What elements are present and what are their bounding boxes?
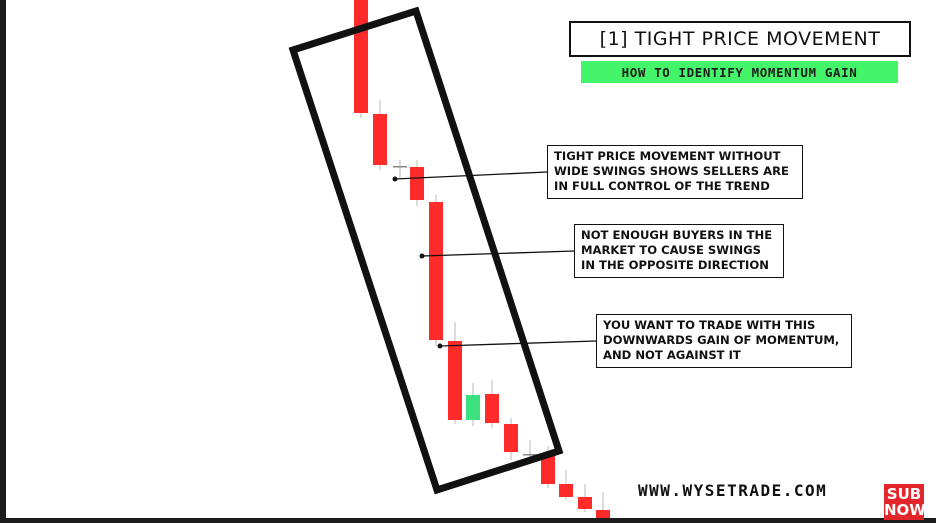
subscribe-badge-line2: NOW — [884, 501, 926, 519]
candle-bearish — [393, 166, 407, 168]
candle-bearish — [541, 455, 555, 484]
pointer-dot-1 — [392, 176, 398, 182]
pointer-dot-3 — [437, 343, 443, 349]
candle-bullish — [466, 395, 480, 420]
subscribe-badge-line1: SUB — [886, 485, 922, 503]
website-watermark: WWW.WYSETRADE.COM — [638, 481, 828, 500]
candle-bearish — [485, 394, 499, 423]
pointer-dots — [392, 176, 443, 349]
slide-title: [1] TIGHT PRICE MOVEMENT — [569, 21, 911, 57]
candle-bearish — [410, 167, 424, 200]
candle-bearish — [504, 424, 518, 452]
candle-bearish — [596, 510, 610, 518]
slide-subtitle: HOW TO IDENTIFY MOMENTUM GAIN — [581, 61, 898, 83]
candlestick-chart — [288, 0, 610, 518]
annotation-note-2: NOT ENOUGH BUYERS IN THE MARKET TO CAUSE… — [574, 224, 784, 278]
highlight-rectangle — [288, 6, 564, 495]
candle-bearish — [373, 114, 387, 165]
pointer-line-1 — [394, 171, 548, 180]
candle-bearish — [523, 454, 537, 456]
candles-group — [354, 0, 610, 518]
candle-bearish — [429, 202, 443, 340]
candle-bearish — [578, 497, 592, 509]
annotation-note-3: YOU WANT TO TRADE WITH THIS DOWNWARDS GA… — [596, 314, 852, 368]
candle-bearish — [354, 0, 368, 113]
candle-bearish — [559, 484, 573, 497]
video-frame: [1] TIGHT PRICE MOVEMENT HOW TO IDENTIFY… — [6, 0, 936, 518]
candle-bearish — [448, 341, 462, 420]
pointer-dot-2 — [419, 253, 425, 259]
pointer-line-2 — [421, 250, 575, 257]
pointer-lines — [394, 171, 597, 347]
pointer-line-3 — [439, 340, 597, 347]
annotation-note-1: TIGHT PRICE MOVEMENT WITHOUT WIDE SWINGS… — [547, 145, 803, 199]
subscribe-badge[interactable]: SUB NOW — [884, 484, 926, 520]
